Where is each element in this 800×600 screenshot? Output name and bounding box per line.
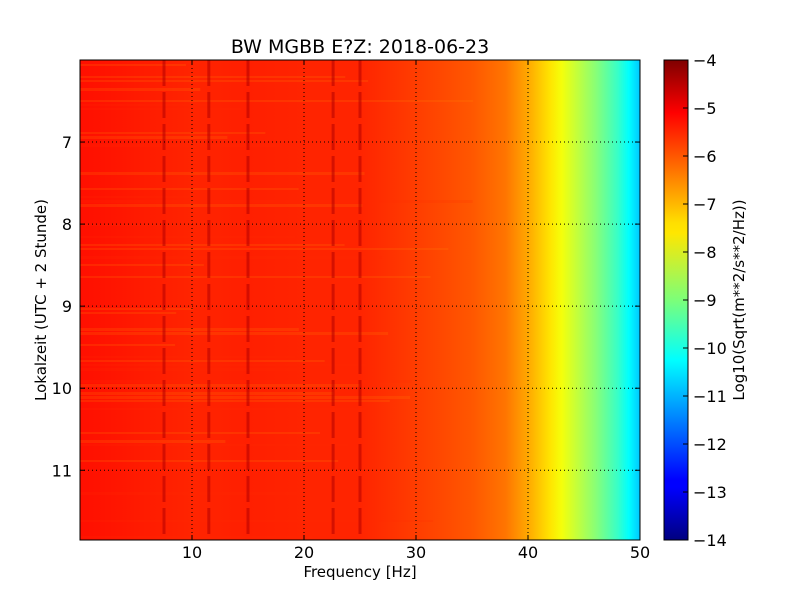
heatmap-band — [80, 380, 412, 383]
heatmap-band — [80, 520, 434, 522]
heatmap-band — [80, 368, 302, 371]
y-tick-label: 10 — [52, 379, 72, 398]
colorbar-tick-label: −9 — [693, 291, 717, 310]
colorbar-tick-label: −12 — [693, 435, 727, 454]
grid-lines — [80, 60, 641, 540]
heatmap-band — [80, 400, 390, 402]
heatmap-band — [80, 236, 296, 238]
heatmap-band — [80, 356, 295, 358]
y-ticks: 7 8 9 10 11 — [52, 133, 640, 480]
colorbar-tick-label: −14 — [693, 531, 727, 550]
heatmap-band — [80, 360, 325, 362]
y-tick-label: 11 — [52, 461, 72, 480]
heatmap-band — [80, 132, 266, 134]
heatmap-band — [80, 88, 201, 91]
colorbar-tick-label: −7 — [693, 195, 717, 214]
colorbar: −4 −5 −6 −7 −8 −9 −10 −11 −12 −13 −14 — [663, 51, 727, 550]
heatmap-band — [80, 440, 226, 443]
heatmap-band — [80, 276, 431, 278]
heatmap-band — [80, 144, 283, 147]
colorbar-tick-label: −13 — [693, 483, 727, 502]
heatmap-band — [80, 224, 395, 226]
colorbar-label: Log10(Sqrt(m**2/s**2/Hz)) — [730, 199, 748, 400]
y-axis-label: Lokalzeit (UTC + 2 Stunde) — [32, 199, 50, 401]
heatmap-band — [80, 204, 363, 207]
heatmap-band — [80, 408, 369, 410]
chart-title: BW MGBB E?Z: 2018-06-23 — [231, 36, 489, 58]
heatmap-band — [80, 444, 349, 446]
colorbar-tick-label: −5 — [693, 99, 717, 118]
heatmap-band — [80, 312, 177, 314]
colorbar-tick-label: −4 — [693, 51, 717, 70]
spectral-lines — [162, 60, 362, 540]
heatmap-band — [80, 64, 186, 66]
heatmap-band — [80, 384, 361, 387]
colorbar-ticks: −4 −5 −6 −7 −8 −9 −10 −11 −12 −13 −14 — [683, 51, 727, 550]
heatmap-band — [80, 308, 194, 310]
colorbar-tick-label: −8 — [693, 243, 717, 262]
heatmap-band — [80, 80, 369, 82]
heatmap-band — [80, 172, 365, 175]
heatmap-band — [80, 396, 411, 399]
plot-frame — [79, 59, 641, 541]
heatmap-band — [80, 492, 301, 495]
heatmap-band — [80, 256, 382, 259]
heatmap-band — [80, 196, 192, 198]
x-tick-label: 10 — [182, 543, 202, 562]
heatmap-band — [80, 364, 370, 366]
y-tick-label: 7 — [62, 133, 72, 152]
x-axis-label: Frequency [Hz] — [303, 563, 416, 581]
colorbar-tick-label: −6 — [693, 147, 717, 166]
heatmap-band — [80, 136, 228, 139]
x-tick-label: 40 — [518, 543, 538, 562]
heatmap-band — [80, 432, 321, 434]
heatmap-band — [80, 332, 389, 335]
y-tick-label: 8 — [62, 215, 72, 234]
heatmap-band — [80, 328, 299, 331]
heatmap-band — [80, 392, 334, 395]
heatmap-band — [80, 248, 449, 250]
y-tick-label: 9 — [62, 297, 72, 316]
heatmap-rows — [80, 64, 474, 538]
x-tick-label: 30 — [406, 543, 426, 562]
heatmap-band — [80, 76, 346, 78]
heatmap-band — [80, 104, 211, 106]
heatmap-band — [80, 344, 176, 346]
plot-area: 10 20 30 40 50 7 8 9 10 11 — [52, 59, 650, 562]
colorbar-tick-label: −10 — [693, 339, 727, 358]
heatmap-band — [80, 188, 299, 190]
heatmap-band — [80, 200, 473, 203]
x-tick-label: 50 — [630, 543, 650, 562]
x-ticks: 10 20 30 40 50 — [182, 60, 650, 562]
heatmap-band — [80, 108, 242, 110]
colorbar-tick-label: −11 — [693, 387, 727, 406]
heatmap-band — [80, 100, 474, 102]
x-tick-label: 20 — [294, 543, 314, 562]
heatmap-band — [80, 264, 204, 266]
heatmap-band — [80, 244, 345, 246]
heatmap-band — [80, 536, 313, 538]
